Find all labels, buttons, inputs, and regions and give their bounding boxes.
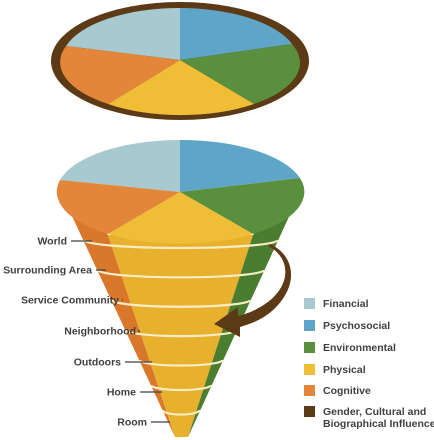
cone-top-pie bbox=[56, 139, 305, 244]
legend-item-cognitive: Cognitive bbox=[304, 385, 371, 397]
cone-ring bbox=[124, 329, 238, 338]
cone-slice-financial bbox=[60, 139, 180, 192]
level-label: Outdoors bbox=[74, 357, 121, 369]
top-pie-disc bbox=[51, 2, 309, 120]
cone-slice-cognitive bbox=[56, 180, 180, 234]
level-label: Room bbox=[117, 417, 147, 429]
level-labels: World Surrounding Area Service Community Ne… bbox=[3, 236, 170, 429]
cone-ring bbox=[161, 409, 201, 416]
legend-label: Physical bbox=[323, 364, 366, 376]
legend-swatch-financial bbox=[304, 298, 315, 309]
legend-label: Environmental bbox=[323, 342, 396, 354]
legend-swatch-psychosocial bbox=[304, 320, 315, 331]
pie-slice-financial bbox=[66, 7, 180, 60]
legend-item-psychosocial: Psychosocial bbox=[304, 320, 390, 332]
cone-side-left bbox=[58, 186, 175, 437]
legend-item-financial: Financial bbox=[304, 298, 369, 310]
legend-item-environmental: Environmental bbox=[304, 342, 396, 354]
legend-label: Cognitive bbox=[323, 385, 371, 397]
level-label: Surrounding Area bbox=[3, 265, 92, 277]
cone-slice-environmental bbox=[180, 178, 305, 234]
legend-label: Financial bbox=[323, 298, 369, 310]
level-label: Home bbox=[107, 387, 136, 399]
cone-slice-physical bbox=[108, 192, 253, 244]
level-label: World bbox=[37, 236, 67, 248]
legend-label: Gender, Cultural and bbox=[323, 406, 426, 418]
cone-ring bbox=[82, 239, 280, 250]
pie-slice-physical bbox=[108, 60, 254, 116]
legend-item-physical: Physical bbox=[304, 364, 366, 376]
rotation-arrow-body bbox=[214, 244, 292, 337]
level-label: Service Community bbox=[21, 295, 119, 307]
legend-swatch-environmental bbox=[304, 342, 315, 353]
cone-ring bbox=[149, 384, 213, 392]
legend-swatch-physical bbox=[304, 364, 315, 375]
legend-label: Biographical Influences bbox=[323, 418, 434, 430]
pie-slice-environmental bbox=[180, 44, 300, 104]
cone-ring bbox=[110, 299, 252, 308]
legend-swatch-influences bbox=[304, 406, 315, 417]
pie-slice-psychosocial bbox=[180, 8, 292, 60]
cone-slice-psychosocial bbox=[180, 139, 300, 192]
legend-swatch-cognitive bbox=[304, 385, 315, 396]
rotation-arrow bbox=[214, 244, 292, 337]
pie-slice-cognitive bbox=[60, 46, 180, 104]
level-label: Neighborhood bbox=[64, 326, 136, 338]
cone-ring bbox=[96, 269, 266, 279]
legend: Financial Psychosocial Environmental Physic… bbox=[304, 298, 434, 430]
legend-label: Psychosocial bbox=[323, 320, 390, 332]
